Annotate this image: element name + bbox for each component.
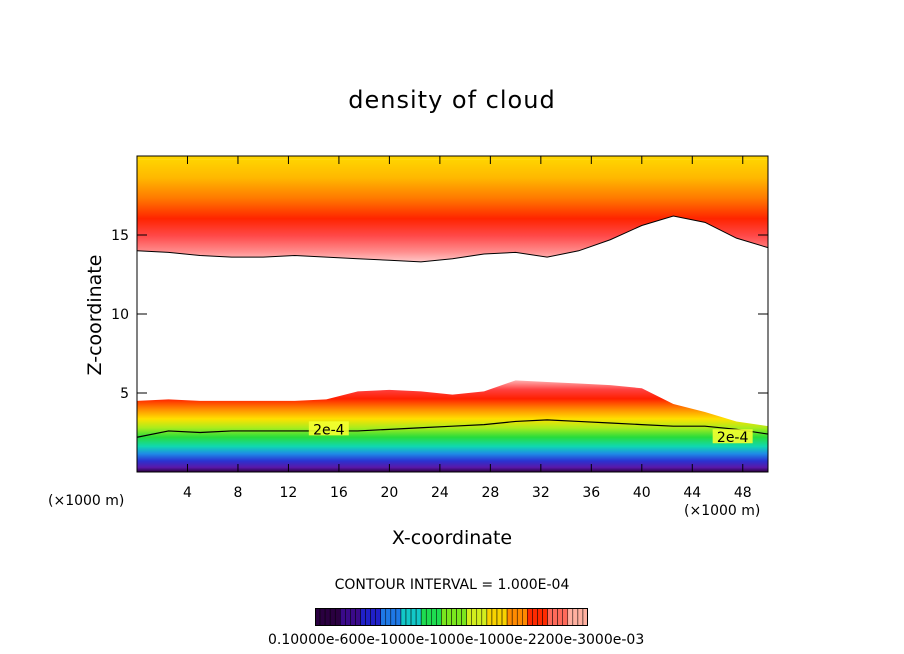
- x-tick-label: 12: [280, 485, 298, 501]
- colorbar-cell: [461, 608, 467, 626]
- colorbar-cell: [476, 608, 483, 626]
- colorbar-cell: [577, 608, 584, 626]
- x-tick-label: 8: [233, 485, 242, 501]
- x-tick-label: 20: [380, 485, 398, 501]
- colorbar-cell: [466, 608, 472, 626]
- colorbar-cell: [567, 608, 574, 626]
- colorbar-cell: [345, 608, 351, 626]
- colorbar-cell: [552, 608, 558, 626]
- contour-label-bg: [712, 429, 753, 444]
- colorbar-cell: [319, 608, 326, 626]
- x-tick-label: 44: [683, 485, 701, 501]
- y-axis: 5 10 15: [111, 228, 768, 402]
- colorbar-cell: [496, 608, 503, 626]
- colorbar-cell: [395, 608, 402, 626]
- colorbar-cell: [390, 608, 397, 626]
- colorbar-cell: [329, 608, 336, 626]
- colorbar-cell: [501, 608, 508, 626]
- colorbar-cell: [385, 608, 392, 626]
- x-tick-label: 16: [330, 485, 348, 501]
- colorbar-cell: [456, 608, 462, 626]
- y-tick-label: 5: [120, 386, 129, 402]
- colorbar-cell: [557, 608, 563, 626]
- upper-contour-line: [136, 215, 769, 263]
- x-axis: 4 8 12 16 20 24 28 32 36 40 44 48: [183, 156, 752, 501]
- y-tick-label: 10: [111, 307, 129, 323]
- colorbar-labels: 0.10000e-600e-1000e-1000e-1000e-2200e-30…: [268, 632, 645, 648]
- x-tick-label: 40: [633, 485, 651, 501]
- colorbar-cell: [410, 608, 417, 626]
- colorbar-cell: [415, 608, 422, 626]
- colorbar-cell: [441, 608, 447, 626]
- x-tick-label: 48: [734, 485, 752, 501]
- y-axis-label: Z-coordinate: [84, 254, 106, 376]
- colorbar-cell: [511, 608, 518, 626]
- x-tick-label: 24: [431, 485, 449, 501]
- colorbar-cell: [405, 608, 412, 626]
- colorbar-cell: [334, 608, 341, 626]
- colorbar-cell: [375, 608, 381, 626]
- contour-label-bg: [308, 421, 349, 436]
- colorbar-cell: [491, 608, 498, 626]
- colorbar-cell: [360, 608, 366, 626]
- colorbar-cell: [506, 608, 513, 626]
- contour-2e-4: [136, 419, 769, 438]
- x-tick-label: 36: [582, 485, 600, 501]
- colorbar-cell: [420, 608, 427, 626]
- colorbar-cell: [516, 608, 523, 626]
- colorbar-cell: [355, 608, 361, 626]
- x-axis-label: X-coordinate: [391, 527, 513, 549]
- colorbar-cell: [582, 608, 588, 626]
- colorbar-cell: [365, 608, 371, 626]
- colorbar-cell: [547, 608, 553, 626]
- upper-cloud-top: [137, 156, 768, 160]
- contour-label: 2e-4: [717, 430, 749, 446]
- colorbar-cell: [481, 608, 488, 626]
- colorbar-cell: [471, 608, 478, 626]
- colorbar-cell: [572, 608, 579, 626]
- y-tick-label: 15: [111, 228, 129, 244]
- colorbar-cell: [340, 608, 346, 626]
- colorbar-cell: [522, 608, 528, 626]
- colorbar-cell: [562, 608, 569, 626]
- colorbar-cell: [370, 608, 376, 626]
- x-tick-label: 32: [532, 485, 550, 501]
- upper-cloud-band: [137, 159, 768, 262]
- chart-title: density of cloud: [348, 86, 556, 114]
- colorbar-cell: [446, 608, 452, 626]
- colorbar-cell: [350, 608, 356, 626]
- colorbar-cell: [527, 608, 533, 626]
- colorbar-cell: [532, 608, 538, 626]
- colorbar: [315, 608, 588, 626]
- contour-interval: CONTOUR INTERVAL = 1.000E-04: [334, 577, 570, 593]
- colorbar-cell: [380, 608, 387, 626]
- colorbar-cell: [324, 608, 331, 626]
- colorbar-cell: [425, 608, 432, 626]
- x-unit-left: (×1000 m): [48, 493, 125, 509]
- colorbar-cell: [542, 608, 548, 626]
- x-tick-label: 4: [183, 485, 192, 501]
- colorbar-cell: [431, 608, 437, 626]
- colorbar-cell: [400, 608, 407, 626]
- contour-label: 2e-4: [313, 422, 345, 438]
- x-tick-label: 28: [481, 485, 499, 501]
- x-unit-right: (×1000 m): [684, 503, 761, 519]
- colorbar-cell: [537, 608, 543, 626]
- colorbar-cell: [451, 608, 457, 626]
- colorbar-cell: [486, 608, 493, 626]
- colorbar-cell: [436, 608, 442, 626]
